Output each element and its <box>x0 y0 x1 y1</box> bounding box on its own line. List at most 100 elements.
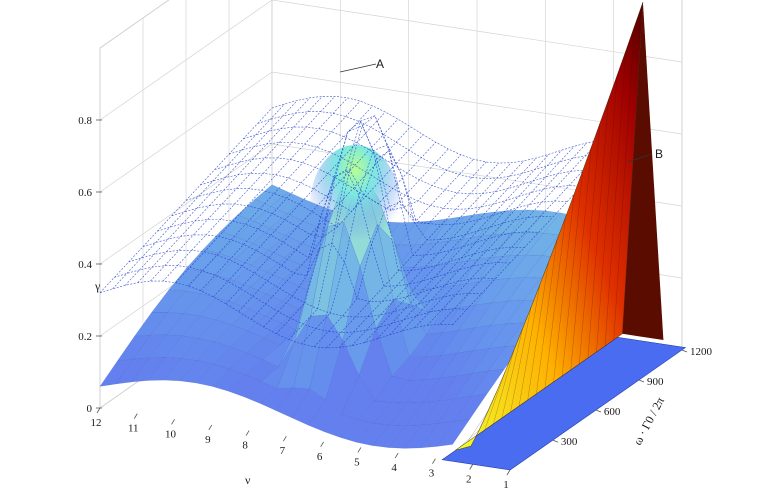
y-axis-ticks: 300 600 900 1200 <box>552 346 713 448</box>
mesh-line <box>228 142 582 210</box>
wireframe-mesh <box>99 96 625 349</box>
mesh-line <box>99 107 273 294</box>
x-tick-mark <box>245 430 250 436</box>
z-tick-label: 0.4 <box>78 259 92 271</box>
annotation-b-leader <box>627 153 653 163</box>
ridge-line <box>484 371 506 430</box>
mesh-line <box>250 134 424 320</box>
mesh-line <box>376 153 550 340</box>
surface-peak-glow <box>310 144 401 265</box>
x-tick-mark <box>133 413 138 419</box>
x-tick-label: 5 <box>354 456 360 468</box>
y-tick-label: 600 <box>604 406 621 418</box>
ridge-backface <box>622 2 664 340</box>
mesh-line <box>200 105 373 291</box>
annotation-a: A <box>376 57 384 71</box>
x-tick-mark <box>357 447 362 453</box>
mesh-line <box>187 100 361 287</box>
x-tick-label: 4 <box>391 462 397 474</box>
mesh-line <box>175 97 348 283</box>
mesh-line <box>263 141 436 328</box>
y-tick-mark <box>638 379 645 383</box>
ridge-line <box>587 99 609 358</box>
y-tick-label: 1200 <box>690 346 713 358</box>
mesh-line <box>276 125 449 335</box>
surface-patch <box>436 418 471 447</box>
mesh-line <box>238 126 411 312</box>
x-axis-label: ν <box>245 473 251 487</box>
mesh-line <box>288 115 462 340</box>
mesh-line <box>214 157 568 226</box>
x-tick-mark <box>394 452 399 459</box>
ridge-line <box>467 411 489 442</box>
surface-patch <box>470 368 505 397</box>
x-tick-mark <box>208 424 213 431</box>
y-tick-label: 900 <box>647 376 664 388</box>
y-tick-mark <box>681 349 688 353</box>
y-tick-label: 300 <box>561 436 578 448</box>
ridge-line <box>536 240 558 394</box>
mesh-line <box>414 142 588 328</box>
x-tick-label: 1 <box>503 479 509 491</box>
ridge-line <box>596 75 618 352</box>
mesh-line <box>185 115 539 256</box>
x-tick-mark <box>320 441 324 448</box>
annotation-b: B <box>655 147 663 161</box>
y-tick-mark <box>552 439 559 443</box>
shaded-surface <box>99 144 626 449</box>
mesh-line <box>150 96 323 282</box>
ridge-line <box>579 123 601 364</box>
mesh-line <box>257 111 611 179</box>
ridge-line <box>570 147 592 370</box>
ridge-line <box>518 285 540 406</box>
mesh-line <box>124 100 298 286</box>
x-tick-label: 7 <box>280 445 286 457</box>
mesh-line <box>162 96 336 282</box>
mesh-line <box>401 146 575 332</box>
mesh-line <box>326 162 499 349</box>
mesh-line <box>301 144 474 345</box>
colored-ridge <box>441 2 687 471</box>
ridge-line <box>604 51 626 346</box>
y-tick-mark <box>595 409 602 413</box>
x-tick-mark <box>432 458 436 464</box>
mesh-line <box>389 149 562 336</box>
ridge-line <box>475 391 497 436</box>
x-tick-mark <box>96 407 101 414</box>
z-tick-label: 0.2 <box>78 331 92 343</box>
mesh-line <box>225 118 399 305</box>
mesh-line <box>171 120 525 272</box>
ridge-line <box>544 217 566 388</box>
mesh-line <box>137 97 311 283</box>
z-gridline <box>99 0 170 49</box>
ridge-line <box>458 429 480 448</box>
ridge-line <box>527 262 549 400</box>
ridge-line <box>501 328 523 418</box>
mesh-line <box>427 140 600 326</box>
x-tick-mark <box>171 419 175 425</box>
x-tick-mark <box>469 464 474 470</box>
mesh-line <box>243 126 596 195</box>
z-tick-label: 0 <box>87 403 93 415</box>
x-axis-ticks: 12 11 10 9 8 7 6 5 4 3 2 1 <box>91 407 511 491</box>
ridge-line <box>493 350 515 424</box>
ridge-line <box>510 307 532 412</box>
annotation-a-leader <box>339 63 377 73</box>
mesh-line <box>351 160 525 346</box>
x-tick-label: 8 <box>242 440 248 452</box>
mesh-line <box>213 111 386 298</box>
mesh-line <box>339 162 512 348</box>
z-tick-label: 0.8 <box>78 115 92 127</box>
x-tick-label: 12 <box>91 417 102 429</box>
ridge-face <box>455 2 644 451</box>
mesh-line <box>364 157 537 343</box>
x-tick-label: 3 <box>429 468 435 480</box>
z-tick-label: 0.6 <box>78 187 92 199</box>
mesh-line <box>157 169 510 287</box>
x-tick-mark <box>283 435 287 442</box>
x-tick-label: 2 <box>466 473 472 485</box>
ridge-line <box>553 193 575 382</box>
x-tick-label: 11 <box>128 423 139 435</box>
z-axis-label: γ <box>94 279 101 293</box>
